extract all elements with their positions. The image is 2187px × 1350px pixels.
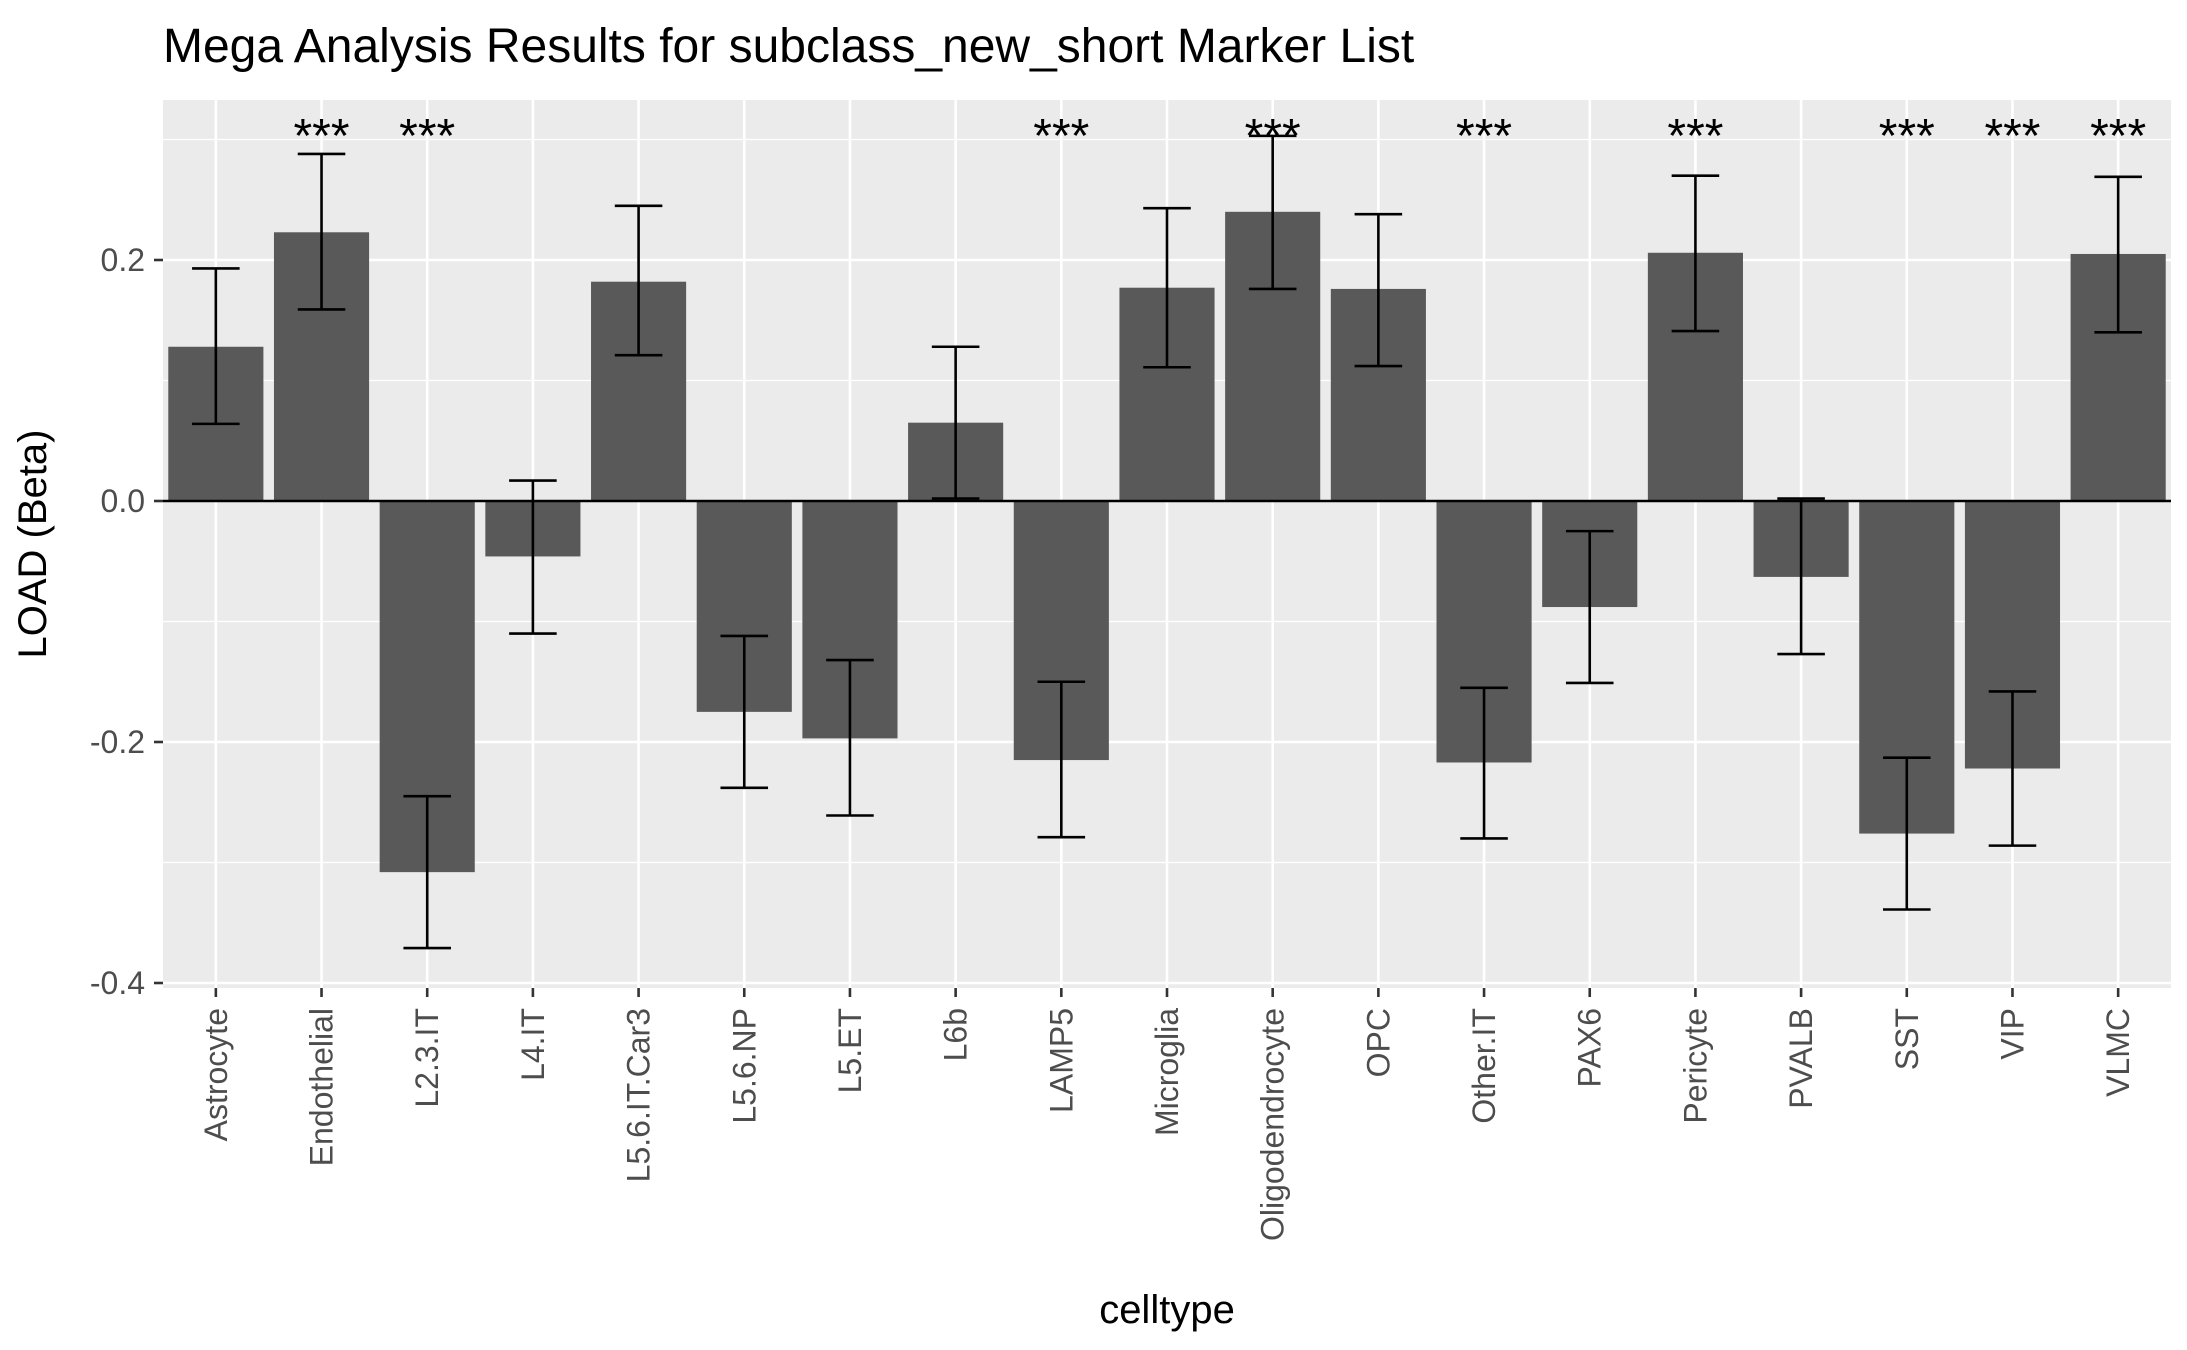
x-tick-label: PVALB: [1783, 1008, 1819, 1109]
x-tick-label: OPC: [1360, 1008, 1396, 1077]
x-tick-label: Oligodendrocyte: [1255, 1008, 1291, 1241]
significance-label: ***: [1033, 110, 1089, 163]
x-tick-label: Pericyte: [1677, 1008, 1713, 1124]
significance-label: ***: [1456, 110, 1512, 163]
x-tick-label: LAMP5: [1043, 1008, 1079, 1113]
error-bar: [1354, 212, 1403, 368]
y-axis-ticks: -0.4 -0.2 0.0 0.2: [90, 242, 163, 1001]
error-bar: [826, 658, 874, 817]
y-tick-label: -0.2: [90, 724, 145, 760]
y-tick-label: 0.0: [101, 483, 145, 519]
x-tick-label: Endothelial: [304, 1008, 340, 1166]
x-tick-label: SST: [1889, 1008, 1925, 1070]
significance-label: ***: [294, 110, 350, 163]
error-bar: [1037, 680, 1086, 839]
error-bar: [1143, 206, 1191, 369]
significance-label: ***: [1879, 110, 1935, 163]
significance-label: ***: [1667, 110, 1723, 163]
x-tick-label: L5.6.IT.Car3: [621, 1008, 657, 1182]
error-bar: [1460, 686, 1508, 840]
x-axis-ticks: Astrocyte Endothelial L2.3.IT L4.IT L5.6.IT.…: [198, 988, 2136, 1241]
x-tick-label: VLMC: [2100, 1008, 2136, 1097]
error-bar: [509, 479, 557, 635]
x-tick-label: Microglia: [1149, 1008, 1185, 1136]
x-tick-label: L4.IT: [515, 1008, 551, 1081]
x-axis-title: celltype: [1099, 1288, 1235, 1332]
significance-label: ***: [1984, 110, 2040, 163]
error-bars: [192, 134, 2142, 950]
y-tick-label: 0.2: [101, 242, 145, 278]
x-tick-label: PAX6: [1572, 1008, 1608, 1087]
y-axis-title: LOAD (Beta): [11, 430, 55, 659]
x-tick-label: L5.ET: [832, 1008, 868, 1093]
significance-labels: *** *** *** *** *** *** *** *** ***: [294, 110, 2147, 163]
error-bar: [2094, 175, 2142, 334]
error-bar: [192, 267, 240, 426]
error-bar: [403, 794, 451, 950]
significance-label: ***: [399, 110, 455, 163]
error-bar: [1777, 497, 1825, 656]
error-bar: [1248, 134, 1297, 291]
x-tick-label: VIP: [1994, 1008, 2030, 1060]
error-bar: [614, 204, 663, 357]
error-bar: [1988, 690, 2037, 847]
x-tick-label: L5.6.NP: [726, 1008, 762, 1124]
y-tick-label: -0.4: [90, 965, 145, 1001]
x-tick-label: Other.IT: [1466, 1008, 1502, 1124]
x-tick-label: L6b: [938, 1008, 974, 1061]
x-tick-label: L2.3.IT: [409, 1008, 445, 1108]
significance-label: ***: [1245, 110, 1301, 163]
error-bar: [1883, 756, 1931, 911]
error-bar: [720, 634, 769, 790]
error-bar: [1565, 529, 1614, 685]
x-tick-label: Astrocyte: [198, 1008, 234, 1141]
error-bar: [1671, 174, 1720, 333]
significance-label: ***: [2090, 110, 2146, 163]
chart-title: Mega Analysis Results for subclass_new_s…: [163, 20, 1414, 73]
error-bar: [931, 345, 980, 500]
error-bar: [297, 152, 346, 311]
